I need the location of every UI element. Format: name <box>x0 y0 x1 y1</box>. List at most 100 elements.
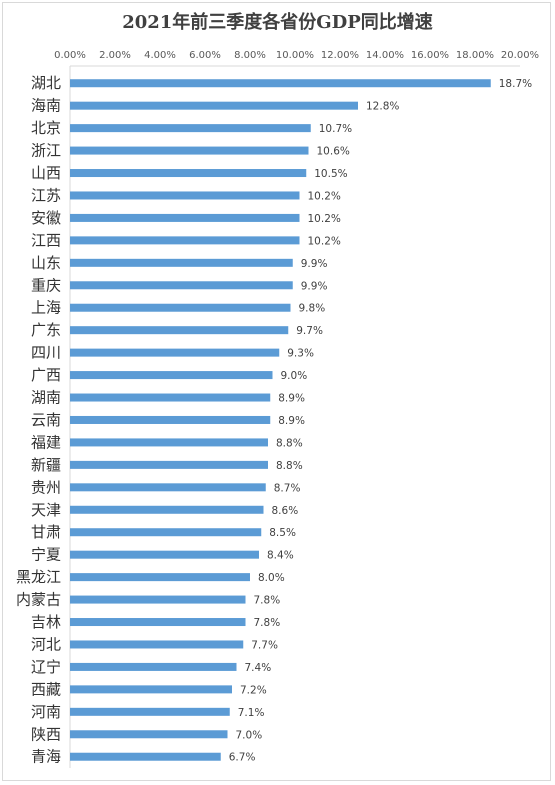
x-tick-label: 12.00% <box>321 50 359 61</box>
bar <box>70 573 250 582</box>
bar <box>70 528 262 537</box>
data-label: 10.5% <box>314 168 347 180</box>
data-label: 8.8% <box>276 437 303 449</box>
data-label: 7.2% <box>240 684 267 696</box>
bar <box>70 460 268 469</box>
bar <box>70 438 268 447</box>
bar <box>70 213 300 222</box>
category-label: 安徽 <box>31 209 61 227</box>
category-label: 浙江 <box>31 142 61 160</box>
data-label: 9.9% <box>301 280 328 292</box>
category-label: 山西 <box>31 164 61 182</box>
data-label: 9.9% <box>301 258 328 270</box>
category-label: 河北 <box>31 635 61 653</box>
bar <box>70 303 291 312</box>
data-label: 8.9% <box>278 393 305 405</box>
data-label: 8.9% <box>278 415 305 427</box>
data-label: 6.7% <box>229 752 256 764</box>
data-label: 7.7% <box>251 639 278 651</box>
bar <box>70 550 259 559</box>
category-label: 黑龙江 <box>16 568 61 586</box>
data-label: 10.2% <box>308 213 341 225</box>
category-label: 江西 <box>31 231 61 249</box>
bar <box>70 707 230 716</box>
data-label: 12.8% <box>366 101 399 113</box>
data-label: 18.7% <box>499 78 532 90</box>
bar <box>70 169 307 178</box>
category-label: 四川 <box>31 344 61 362</box>
data-label: 8.6% <box>272 505 299 517</box>
data-label: 10.2% <box>308 235 341 247</box>
data-label: 9.8% <box>299 303 326 315</box>
data-label: 7.0% <box>236 729 263 741</box>
category-label: 西藏 <box>31 680 61 698</box>
category-label: 青海 <box>31 748 61 766</box>
data-label: 8.7% <box>274 482 301 494</box>
category-label: 福建 <box>31 433 61 451</box>
bar <box>70 685 232 694</box>
x-tick-label: 20.00% <box>501 50 539 61</box>
category-label: 贵州 <box>31 478 61 496</box>
category-label: 新疆 <box>31 456 61 474</box>
data-label: 8.8% <box>276 460 303 472</box>
data-label: 10.7% <box>319 123 352 135</box>
category-label: 陕西 <box>31 725 61 743</box>
x-tick-label: 14.00% <box>366 50 404 61</box>
x-tick-label: 6.00% <box>189 50 221 61</box>
bar <box>70 146 309 155</box>
x-tick-label: 18.00% <box>456 50 494 61</box>
category-label: 内蒙古 <box>16 591 61 609</box>
data-label: 9.7% <box>296 325 323 337</box>
x-tick-label: 8.00% <box>234 50 266 61</box>
bar <box>70 371 273 380</box>
data-label: 10.2% <box>308 190 341 202</box>
category-label: 甘肃 <box>31 523 61 541</box>
bar <box>70 752 221 761</box>
bar <box>70 258 293 267</box>
category-label: 北京 <box>31 119 61 137</box>
x-tick-label: 4.00% <box>144 50 176 61</box>
category-label: 广西 <box>31 366 61 384</box>
category-label: 吉林 <box>31 613 61 631</box>
data-label: 7.8% <box>254 617 281 629</box>
category-label: 湖南 <box>31 389 61 407</box>
data-label: 8.0% <box>258 572 285 584</box>
bar <box>70 191 300 200</box>
bar <box>70 662 237 671</box>
x-tick-label: 10.00% <box>276 50 314 61</box>
bar <box>70 281 293 290</box>
bar <box>70 124 311 133</box>
bar <box>70 618 246 627</box>
category-label: 湖北 <box>31 74 61 92</box>
x-tick-label: 0.00% <box>54 50 86 61</box>
data-label: 7.8% <box>254 595 281 607</box>
bar <box>70 640 244 649</box>
bar <box>70 393 271 402</box>
bar <box>70 348 280 357</box>
category-label: 天津 <box>31 501 61 519</box>
x-tick-label: 2.00% <box>99 50 131 61</box>
bar <box>70 730 228 739</box>
data-label: 10.6% <box>317 146 350 158</box>
category-label: 上海 <box>31 299 61 317</box>
category-label: 海南 <box>31 97 61 115</box>
category-label: 江苏 <box>31 186 61 204</box>
chart-title: 2021年前三季度各省份GDP同比增速 <box>122 12 433 33</box>
data-label: 9.0% <box>281 370 308 382</box>
category-label: 辽宁 <box>31 658 61 676</box>
category-label: 广东 <box>31 321 61 339</box>
category-label: 山东 <box>31 254 61 272</box>
bar <box>70 326 289 335</box>
bar <box>70 79 491 88</box>
data-label: 9.3% <box>287 348 314 360</box>
data-label: 8.4% <box>267 550 294 562</box>
bar <box>70 236 300 245</box>
data-label: 7.1% <box>238 707 265 719</box>
category-label: 宁夏 <box>31 546 61 564</box>
bar <box>70 505 264 514</box>
data-label: 8.5% <box>269 527 296 539</box>
data-label: 7.4% <box>245 662 272 674</box>
x-tick-label: 16.00% <box>411 50 449 61</box>
bar <box>70 101 358 110</box>
